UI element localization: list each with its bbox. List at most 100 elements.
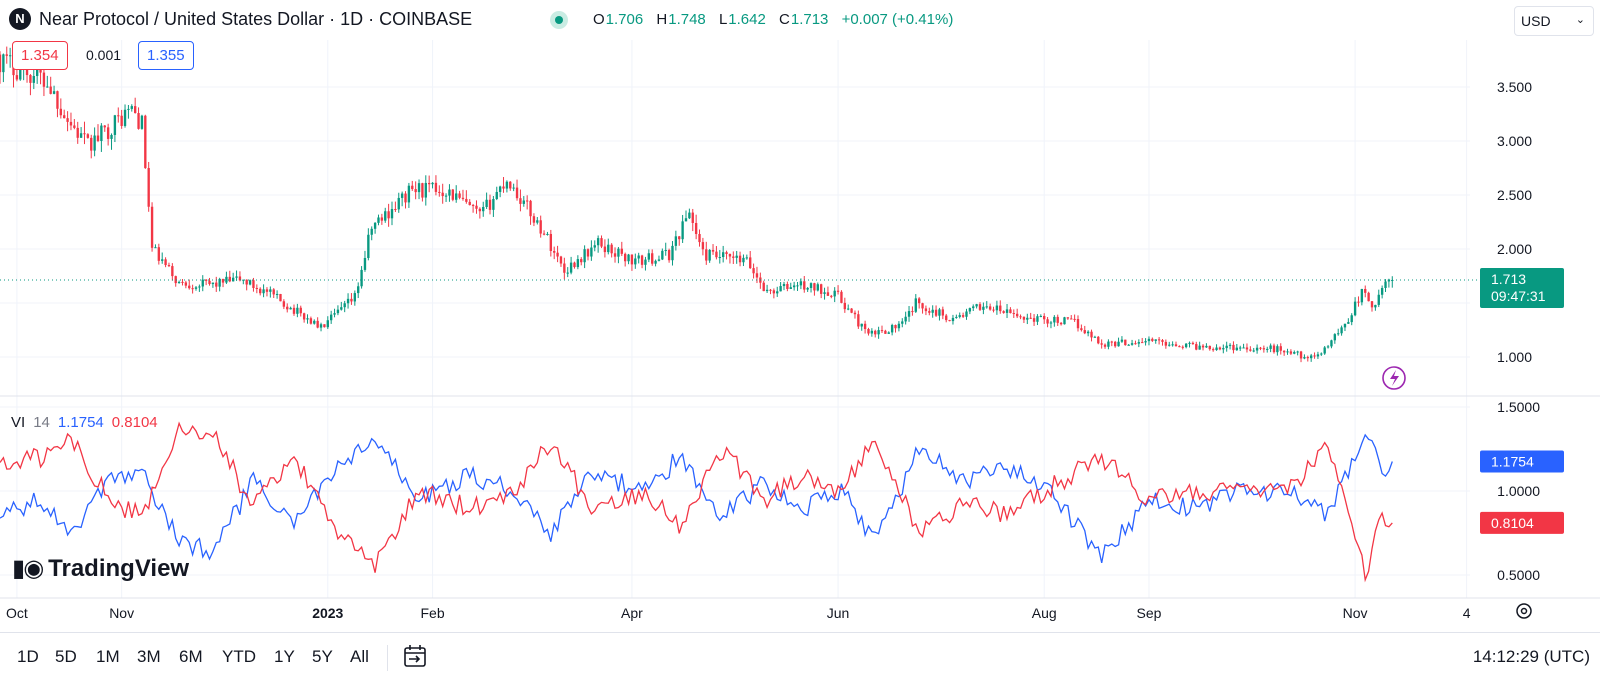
- candle-body: [319, 324, 323, 328]
- candle-body: [123, 109, 127, 126]
- candle-body: [8, 55, 12, 57]
- candle-body: [995, 305, 999, 311]
- candle-body: [485, 199, 488, 207]
- range-button-1m[interactable]: 1M: [96, 647, 120, 666]
- candle-body: [840, 291, 843, 303]
- currency-value: USD: [1521, 13, 1551, 29]
- settings-gear-icon[interactable]: [1516, 603, 1532, 619]
- candle-body: [390, 209, 394, 219]
- candle-body: [1073, 318, 1076, 320]
- x-tick-label: Oct: [6, 605, 28, 621]
- candle-body: [1259, 347, 1262, 349]
- candle-body: [718, 257, 721, 259]
- candle-body: [228, 276, 231, 282]
- tradingview-watermark[interactable]: ▮◉ TradingView: [12, 554, 189, 583]
- candle-body: [201, 279, 204, 287]
- candle-body: [306, 318, 309, 320]
- high-value: 1.748: [668, 11, 706, 28]
- candle-body: [218, 278, 221, 287]
- candle-body: [924, 308, 928, 312]
- candle-body: [100, 125, 103, 141]
- candle-body: [1272, 345, 1276, 353]
- open-value: 1.706: [605, 11, 644, 28]
- utc-clock[interactable]: 14:12:29 (UTC): [1472, 647, 1590, 666]
- range-button-5y[interactable]: 5Y: [312, 647, 333, 666]
- candle-body: [769, 289, 772, 291]
- gear-inner-icon: [1520, 607, 1528, 615]
- watermark-text: TradingView: [48, 555, 190, 582]
- candle-body: [894, 325, 897, 329]
- candle-body: [387, 211, 390, 219]
- range-button-6m[interactable]: 6M: [179, 647, 203, 666]
- candle-body: [140, 115, 144, 129]
- candle-body: [1053, 316, 1056, 323]
- candle-body: [167, 265, 171, 267]
- candle-body: [1306, 357, 1309, 359]
- candle-body: [742, 257, 745, 263]
- candle-body: [505, 181, 509, 189]
- candle-body: [1380, 287, 1384, 295]
- chevron-down-icon: ⌄: [1575, 14, 1585, 26]
- high-label: H: [656, 11, 668, 28]
- candle-body: [586, 249, 590, 257]
- candle-body: [495, 191, 498, 200]
- candle-body: [502, 186, 505, 189]
- candle-body: [576, 259, 580, 268]
- candle-body: [847, 308, 850, 310]
- candle-body: [400, 193, 404, 198]
- candle-body: [1255, 347, 1259, 351]
- candle-body: [1076, 319, 1080, 329]
- candle-body: [238, 276, 242, 281]
- candle-body: [1026, 317, 1029, 320]
- candle-body: [1320, 353, 1323, 355]
- candle-body: [819, 284, 823, 294]
- range-button-ytd[interactable]: YTD: [222, 647, 256, 666]
- vi-minus-line: [0, 421, 1393, 583]
- candle-body: [1289, 351, 1293, 354]
- currency-select[interactable]: USD ⌄: [1514, 6, 1594, 36]
- chart-canvas[interactable]: Oct Nov 2023 Feb Apr Jun Aug Sep Nov 4 3.500 3.000 2…: [0, 0, 1600, 632]
- ohlc-readout: O1.706 H1.748 L1.642 C1.713 +0.007 (+0.4…: [593, 11, 962, 28]
- range-button-3m[interactable]: 3M: [137, 647, 161, 666]
- candle-body: [931, 309, 934, 313]
- range-button-1y[interactable]: 1Y: [274, 647, 295, 666]
- candle-body: [1299, 351, 1303, 359]
- range-button-5d[interactable]: 5D: [55, 647, 77, 666]
- candle-body: [752, 268, 755, 274]
- candle-body: [630, 254, 634, 265]
- vi-plus-badge: [1480, 450, 1564, 473]
- candle-body: [66, 118, 69, 122]
- candle-body: [1046, 319, 1049, 324]
- candle-body: [515, 187, 519, 199]
- candle-body: [975, 304, 978, 307]
- candle-body: [1276, 346, 1279, 353]
- candle-body: [353, 293, 357, 302]
- candle-body: [1377, 294, 1380, 305]
- vi-plus-axis-label: 1.1754: [1491, 454, 1534, 470]
- candle-body: [972, 306, 975, 309]
- candle-body: [813, 283, 816, 291]
- candle-body: [204, 279, 208, 281]
- candle-body: [803, 281, 806, 290]
- candle-body: [1036, 316, 1039, 322]
- candle-body: [498, 186, 502, 192]
- range-button-1d[interactable]: 1D: [17, 647, 39, 666]
- candle-body: [782, 284, 786, 287]
- symbol-title[interactable]: Near Protocol / United States Dollar · 1…: [39, 9, 473, 29]
- candle-body: [340, 307, 343, 310]
- candle-body: [694, 222, 698, 235]
- candle-body: [806, 287, 809, 290]
- candle-body: [417, 183, 421, 193]
- candle-body: [39, 69, 42, 73]
- candle-body: [1360, 288, 1364, 303]
- date-range-icon[interactable]: [402, 643, 428, 669]
- candle-body: [397, 197, 400, 210]
- indicator-legend[interactable]: VI 14 1.1754 0.8104: [11, 414, 158, 431]
- candle-body: [1063, 317, 1066, 325]
- candle-body: [1201, 345, 1205, 348]
- candle-body: [1282, 350, 1286, 353]
- range-button-all[interactable]: All: [350, 647, 369, 666]
- candle-body: [431, 182, 434, 185]
- lightning-icon: [1382, 366, 1406, 390]
- candle-body: [1286, 351, 1289, 353]
